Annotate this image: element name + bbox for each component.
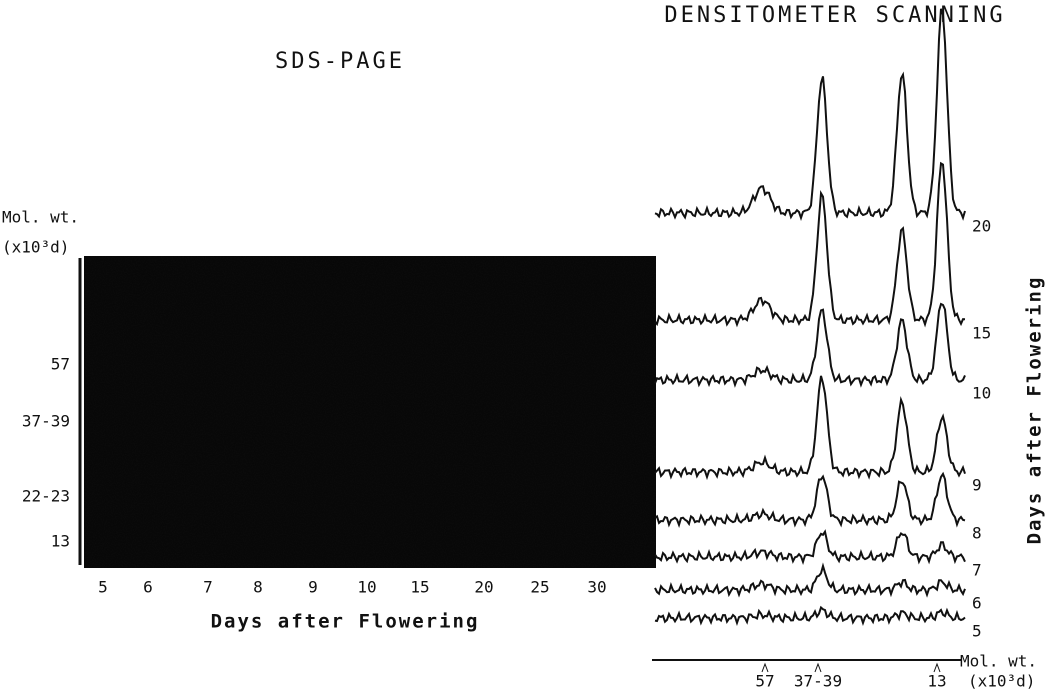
trace-label: 20 [972,217,991,236]
scan-mw-marker: 13 [927,672,946,689]
lane-label: 20 [474,578,493,597]
mw-marker: 22-23 [22,487,70,506]
gel-texture [84,256,656,568]
scan-title: DENSITOMETER SCANNING [664,3,1005,28]
trace-label: 7 [972,561,982,580]
scan-side-label: Days after Flowering [1024,276,1046,545]
gel-x-label: Days after Flowering [211,611,480,633]
mw-marker: 57 [51,355,70,374]
lane-label: 7 [203,578,213,597]
trace-label: 8 [972,524,982,543]
trace [654,562,966,598]
lane-label: 9 [308,578,318,597]
gel-title: SDS-PAGE [275,49,405,74]
mw-axis-title: Mol. wt. [2,208,79,227]
trace-label: 15 [972,324,991,343]
lane-label: 6 [143,578,153,597]
trace [654,471,966,529]
trace [654,161,966,328]
lane-label: 30 [587,578,606,597]
trace [654,605,966,627]
mw-axis-unit: (x10³d) [2,238,69,257]
lane-label: 5 [98,578,108,597]
scan-mw-title: Mol. wt. [960,652,1037,671]
trace [654,302,966,388]
mw-arrow [933,662,941,673]
trace-label: 10 [972,384,991,403]
mw-marker: 13 [51,532,70,551]
trace [654,529,966,566]
mw-marker: 37-39 [22,412,70,431]
gel-image [78,256,656,568]
trace [654,375,966,481]
scan-mw-marker: 57 [755,672,774,689]
trace [654,8,966,222]
trace-label: 9 [972,476,982,495]
scan-mw-marker: 37-39 [794,672,842,689]
mw-arrow [761,662,769,673]
trace-label: 6 [972,594,982,613]
trace-label: 5 [972,622,982,641]
lane-label: 25 [530,578,549,597]
lane-label: 10 [357,578,376,597]
scan-mw-unit: (x10³d) [968,672,1035,689]
mw-arrow [814,662,822,673]
lane-label: 8 [253,578,263,597]
lane-label: 15 [410,578,429,597]
